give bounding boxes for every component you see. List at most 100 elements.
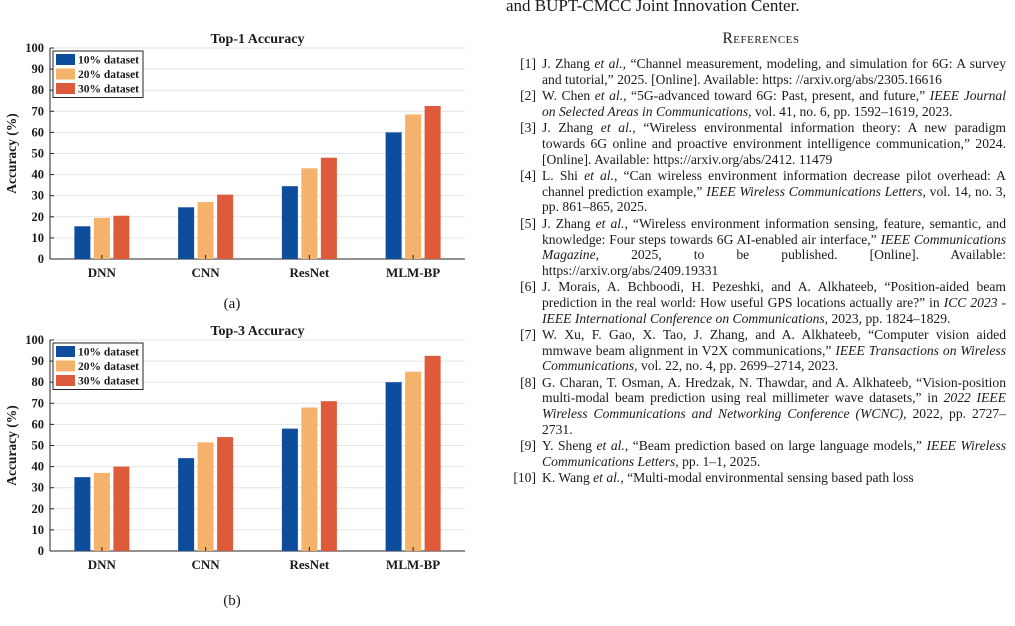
reference-item: [2] W. Chen et al., “5G-advanced toward 6… bbox=[506, 88, 1006, 119]
reference-item: [1] J. Zhang et al., “Channel measurement… bbox=[506, 56, 1006, 87]
top1-accuracy-chart: 0 10 20 30 40 50 60 70 80 90 100 Top-1 Accuracy Accu… bbox=[0, 30, 475, 290]
legend-swatch bbox=[56, 346, 75, 357]
reference-text: J. Zhang et al., “Wireless environmental… bbox=[542, 120, 1006, 167]
legend-label: 20% dataset bbox=[78, 69, 139, 81]
legend-label: 10% dataset bbox=[78, 347, 139, 359]
x-tick-label: DNN bbox=[88, 557, 117, 572]
legend-label: 30% dataset bbox=[78, 84, 139, 96]
bar bbox=[301, 407, 318, 551]
reference-item: [5] J. Zhang et al., “Wireless environmen… bbox=[506, 216, 1006, 278]
y-tick-label: 90 bbox=[32, 354, 45, 368]
reference-text: W. Chen et al., “5G-advanced toward 6G: … bbox=[542, 88, 1006, 119]
legend-swatch bbox=[56, 68, 75, 80]
y-tick-label: 30 bbox=[32, 481, 45, 495]
reference-text: J. Zhang et al., “Wireless environment i… bbox=[542, 215, 1007, 278]
reference-item: [3] J. Zhang et al., “Wireless environmen… bbox=[506, 120, 1006, 167]
reference-item: [8] G. Charan, T. Osman, A. Hredzak, N. T… bbox=[506, 375, 1006, 437]
y-tick-label: 0 bbox=[38, 252, 44, 266]
y-tick-label: 20 bbox=[32, 502, 45, 516]
reference-number: [2] bbox=[520, 88, 536, 104]
legend-swatch bbox=[56, 83, 75, 94]
bar bbox=[320, 401, 337, 551]
legend-swatch bbox=[56, 360, 75, 372]
x-tick-label: MLM-BP bbox=[386, 557, 440, 572]
bar bbox=[385, 382, 402, 551]
figure-caption-b: (b) bbox=[223, 593, 241, 609]
reference-text: Y. Sheng et al., “Beam prediction based … bbox=[542, 438, 1007, 469]
reference-text: J. Zhang et al., “Channel measurement, m… bbox=[542, 56, 1006, 87]
chart-title: Top-1 Accuracy bbox=[211, 32, 305, 47]
reference-item: [9] Y. Sheng et al., “Beam prediction bas… bbox=[506, 438, 1006, 469]
bar bbox=[197, 442, 214, 551]
top3-accuracy-chart-svg: 0 10 20 30 40 50 60 70 80 90 100 Top-3 Accuracy Accu… bbox=[4, 324, 465, 572]
references-heading: References bbox=[722, 30, 800, 47]
bar bbox=[113, 215, 130, 259]
bar bbox=[178, 458, 195, 551]
legend-swatch bbox=[56, 375, 75, 386]
y-tick-label: 100 bbox=[25, 41, 44, 55]
chart-title: Top-3 Accuracy bbox=[211, 324, 305, 339]
bar bbox=[424, 106, 441, 260]
y-tick-label: 60 bbox=[32, 125, 45, 139]
reference-number: [4] bbox=[520, 168, 536, 184]
legend-label: 30% dataset bbox=[78, 376, 139, 388]
y-tick-label: 80 bbox=[32, 83, 45, 97]
reference-number: [7] bbox=[520, 327, 536, 343]
y-tick-label: 50 bbox=[32, 439, 45, 453]
reference-item: [7] W. Xu, F. Gao, X. Tao, J. Zhang, and … bbox=[506, 327, 1006, 374]
y-tick-label: 50 bbox=[32, 147, 45, 161]
bar bbox=[74, 477, 91, 551]
bar bbox=[74, 226, 91, 259]
y-tick-label: 20 bbox=[32, 210, 45, 224]
y-tick-label: 90 bbox=[32, 62, 45, 76]
reference-number: [5] bbox=[520, 215, 536, 231]
bar bbox=[178, 207, 195, 259]
y-tick-label: 10 bbox=[32, 523, 45, 537]
reference-number: [9] bbox=[520, 438, 536, 454]
reference-item: [6] J. Morais, A. Bchboodi, H. Pezeshki, … bbox=[506, 279, 1006, 326]
legend-label: 10% dataset bbox=[78, 55, 139, 67]
y-tick-label: 10 bbox=[32, 231, 45, 245]
x-tick-label: CNN bbox=[192, 557, 221, 572]
reference-text: L. Shi et al., “Can wireless environment… bbox=[542, 168, 1006, 215]
references-list: [1] J. Zhang et al., “Channel measurement… bbox=[506, 56, 1006, 487]
top1-accuracy-chart-svg: 0 10 20 30 40 50 60 70 80 90 100 Top-1 Accuracy Accu… bbox=[4, 32, 465, 280]
y-tick-label: 40 bbox=[32, 460, 45, 474]
bar bbox=[217, 194, 234, 259]
bar bbox=[217, 437, 234, 551]
bar bbox=[385, 132, 402, 259]
reference-number: [6] bbox=[520, 279, 536, 295]
y-tick-label: 80 bbox=[32, 375, 45, 389]
y-tick-label: 70 bbox=[32, 396, 45, 410]
reference-number: [8] bbox=[520, 374, 536, 390]
bar bbox=[424, 355, 441, 551]
y-tick-label: 70 bbox=[32, 104, 45, 118]
y-tick-label: 40 bbox=[32, 168, 45, 182]
y-axis-label: Accuracy (%) bbox=[4, 405, 19, 486]
reference-text: G. Charan, T. Osman, A. Hredzak, N. Thaw… bbox=[542, 374, 1007, 437]
bar bbox=[93, 217, 110, 259]
bar bbox=[281, 428, 298, 551]
x-tick-label: CNN bbox=[192, 265, 221, 280]
x-tick-label: MLM-BP bbox=[386, 265, 440, 280]
y-tick-label: 30 bbox=[32, 189, 45, 203]
reference-item: [4] L. Shi et al., “Can wireless environm… bbox=[506, 168, 1006, 215]
reference-number: [10] bbox=[513, 470, 536, 486]
x-tick-label: ResNet bbox=[290, 557, 330, 572]
bar bbox=[93, 472, 110, 551]
reference-text: W. Xu, F. Gao, X. Tao, J. Zhang, and A. … bbox=[542, 327, 1006, 374]
bar bbox=[197, 202, 214, 259]
reference-text: K. Wang et al., “Multi-modal environment… bbox=[542, 470, 914, 486]
x-tick-label: ResNet bbox=[290, 265, 330, 280]
x-tick-label: DNN bbox=[88, 265, 117, 280]
y-tick-label: 100 bbox=[25, 333, 44, 347]
y-axis-label: Accuracy (%) bbox=[4, 113, 19, 194]
reference-number: [3] bbox=[520, 120, 536, 136]
bar bbox=[281, 186, 298, 259]
bar bbox=[320, 157, 337, 259]
legend-swatch bbox=[56, 54, 75, 65]
bar bbox=[405, 114, 422, 259]
y-tick-label: 60 bbox=[32, 417, 45, 431]
bar bbox=[113, 466, 130, 551]
reference-text: J. Morais, A. Bchboodi, H. Pezeshki, and… bbox=[542, 279, 1006, 326]
